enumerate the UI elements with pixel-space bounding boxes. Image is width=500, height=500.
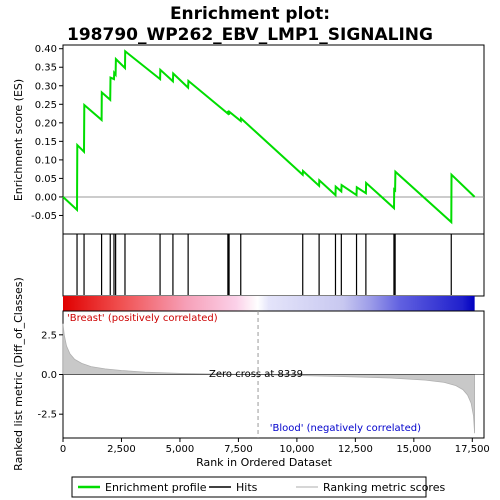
- positive-class-label: 'Breast' (positively correlated): [67, 313, 218, 324]
- hits-panel-frame: [62, 233, 485, 297]
- es-y-tick-label: 0.25: [35, 100, 57, 111]
- chart-title-line1: Enrichment plot:: [170, 4, 330, 24]
- legend-label: Ranking metric scores: [323, 481, 445, 494]
- ranking-x-tick-label: 15,000: [396, 444, 431, 455]
- es-y-axis: -0.05 0.00 0.05 0.10 0.15 0.20 0.25 0.30 0.35 0.4…: [31, 44, 63, 222]
- hits-marks: [76, 234, 452, 295]
- es-y-tick-label: 0.15: [35, 137, 57, 148]
- es-y-tick-label: 0.30: [35, 81, 57, 92]
- ranking-y-tick-label: 2.5: [41, 330, 57, 341]
- legend-label: Enrichment profile: [105, 481, 207, 494]
- ranking-x-tick-label: 10,000: [279, 444, 314, 455]
- enrichment-profile-line: [62, 49, 476, 225]
- ranking-x-axis: 0 2,500 5,000 7,500 10,000 12,500 15,000 17,500: [60, 438, 490, 455]
- colorbar-fill: [63, 296, 475, 311]
- ranking-x-axis-label: Rank in Ordered Dataset: [196, 456, 333, 469]
- es-y-tick-label: 0.05: [35, 174, 57, 185]
- ranking-x-tick-label: 7,500: [224, 444, 253, 455]
- ranking-x-tick-label: 0: [60, 444, 66, 455]
- legend-label: Hits: [236, 481, 258, 494]
- es-y-tick-label: 0.20: [35, 118, 57, 129]
- ranking-x-tick-label: 5,000: [166, 444, 195, 455]
- ranking-y-axis-label: Ranked list metric (Diff_of_Classes): [12, 277, 25, 471]
- ranking-y-tick-label: 0.0: [41, 370, 57, 381]
- legend: Enrichment profile Hits Ranking metric sco…: [78, 481, 445, 494]
- negative-class-label: 'Blood' (negatively correlated): [270, 423, 421, 434]
- es-y-axis-label: Enrichment score (ES): [12, 79, 25, 201]
- ranking-x-tick-label: 12,500: [338, 444, 373, 455]
- es-y-tick-label: 0.10: [35, 155, 57, 166]
- es-y-tick-label: 0.40: [35, 44, 57, 55]
- es-y-tick-label: 0.35: [35, 63, 57, 74]
- legend-box: [71, 476, 427, 498]
- zero-cross-label: Zero cross at 8339: [209, 369, 303, 380]
- ranking-x-tick-label: 2,500: [107, 444, 136, 455]
- es-y-tick-label: 0.00: [35, 192, 57, 203]
- chart-title-line2: 198790_WP262_EBV_LMP1_SIGNALING: [67, 25, 433, 45]
- es-panel-frame: [62, 44, 485, 235]
- ranking-y-axis: -2.5 0.0 2.5: [37, 330, 63, 421]
- rank-color-bar: [63, 296, 475, 311]
- ranking-x-tick-label: 17,500: [455, 444, 490, 455]
- es-y-tick-label: -0.05: [31, 211, 57, 222]
- ranking-y-tick-label: -2.5: [37, 410, 57, 421]
